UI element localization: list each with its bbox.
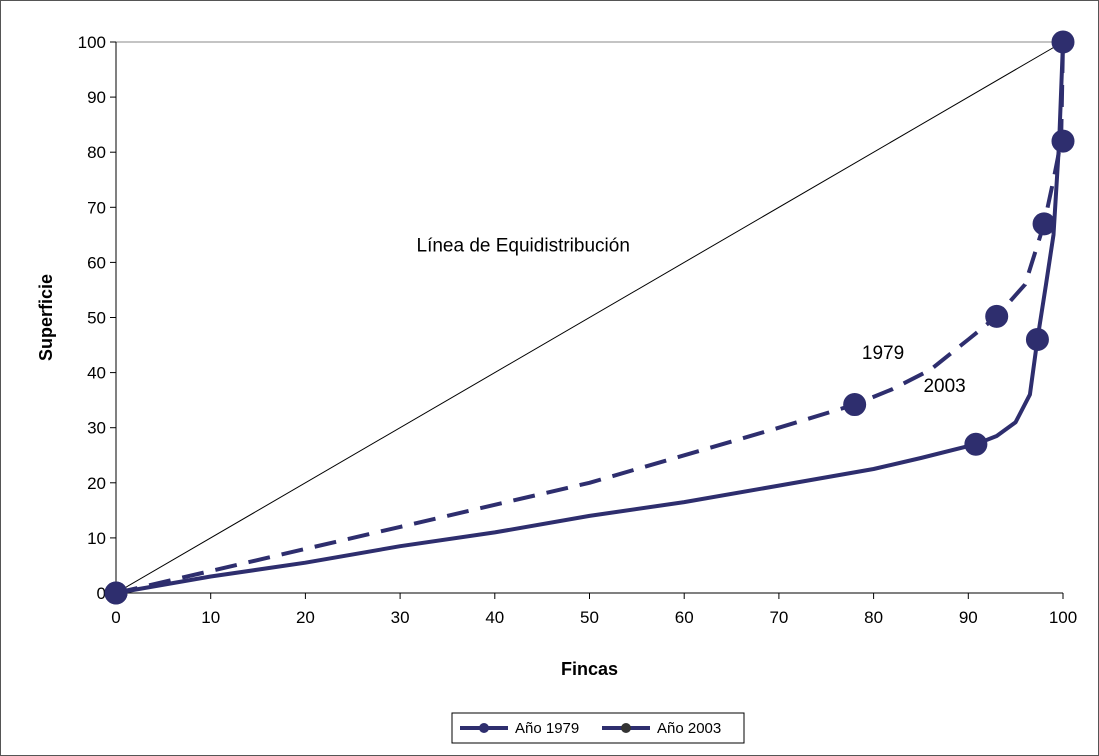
y-tick-label: 100 [78,33,106,52]
data-point-marker [1051,129,1075,153]
data-point-marker [964,432,988,456]
x-tick-label: 90 [959,608,978,627]
y-tick-label: 70 [87,198,106,217]
y-tick-label: 50 [87,309,106,328]
data-point-marker [843,393,867,417]
y-axis-title: Superficie [36,274,56,361]
y-tick-label: 0 [97,584,106,603]
markers [104,30,1075,605]
axes: 0 10 20 30 40 50 60 70 80 90 100 0 10 20 30 40 50 60 70 80 9… [78,33,1078,627]
y-tick-label: 40 [87,364,106,383]
curves [115,41,1065,595]
legend-marker-1 [621,723,631,733]
x-tick-label: 100 [1049,608,1077,627]
data-point-marker [1025,328,1049,352]
series-line-1 [115,41,1065,595]
x-tick-label: 60 [675,608,694,627]
y-tick-label: 90 [87,88,106,107]
y-tick-label: 10 [87,529,106,548]
y-tick-label: 80 [87,143,106,162]
x-tick-label: 20 [296,608,315,627]
data-point-marker [985,304,1009,328]
x-tick-label: 80 [864,608,883,627]
annotations: Línea de Equidistribución 1979 2003 [417,235,966,397]
data-point-marker [1051,30,1075,54]
x-axis-title: Fincas [561,659,618,679]
series-line-2 [115,41,1064,594]
y-tick-label: 60 [87,253,106,272]
legend-label-1: Año 2003 [657,720,721,737]
x-tick-label: 0 [111,608,120,627]
legend: Año 1979 Año 2003 [451,712,745,744]
legend-label-0: Año 1979 [515,720,579,737]
annotation-label: Línea de Equidistribución [417,235,630,256]
x-tick-label: 30 [391,608,410,627]
y-tick-label: 30 [87,419,106,438]
series-line-0 [115,41,1065,595]
data-point-marker [104,581,128,605]
x-tick-label: 50 [580,608,599,627]
x-tick-label: 40 [485,608,504,627]
data-point-marker [1032,212,1056,236]
x-tick-label: 10 [201,608,220,627]
x-tick-label: 70 [769,608,788,627]
y-tick-label: 20 [87,474,106,493]
annotation-label: 2003 [923,376,965,397]
legend-marker-0 [479,723,489,733]
annotation-label: 1979 [862,343,904,364]
